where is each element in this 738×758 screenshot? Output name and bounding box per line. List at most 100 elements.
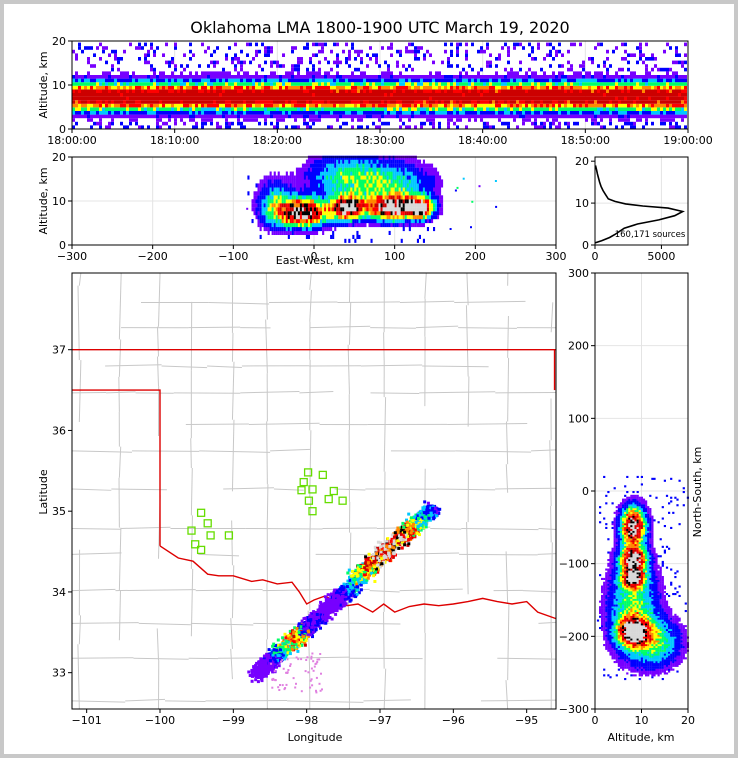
time-density-cell bbox=[216, 114, 219, 119]
time-density-cell bbox=[654, 64, 657, 68]
ew-density-cell bbox=[422, 167, 425, 172]
time-density-cell bbox=[324, 85, 327, 90]
time-density-cell bbox=[489, 82, 492, 86]
ew-density-cell bbox=[433, 199, 436, 204]
ew-density-cell bbox=[437, 215, 440, 220]
time-density-cell bbox=[648, 71, 651, 75]
time-density-cell bbox=[624, 111, 627, 115]
time-density-cell bbox=[666, 71, 669, 75]
time-density-cell bbox=[153, 75, 156, 79]
time-density-cell bbox=[138, 114, 141, 119]
time-density-cell bbox=[111, 111, 114, 115]
time-altitude-ylabel: Altitude, km bbox=[37, 51, 50, 118]
time-density-cell bbox=[543, 85, 546, 90]
time-density-cell bbox=[192, 96, 195, 101]
time-density-cell bbox=[537, 100, 540, 104]
time-density-cell bbox=[141, 96, 144, 101]
ew-density-cell bbox=[394, 207, 397, 212]
time-density-cell bbox=[504, 82, 507, 86]
time-density-cell bbox=[489, 75, 492, 79]
time-density-cell bbox=[264, 46, 267, 50]
time-density-cell bbox=[618, 103, 621, 108]
time-density-cell bbox=[276, 125, 279, 129]
ew-density-cell bbox=[431, 187, 434, 192]
time-density-cell bbox=[408, 75, 411, 79]
time-density-cell bbox=[519, 114, 522, 119]
time-density-cell bbox=[390, 75, 393, 79]
time-density-cell bbox=[318, 75, 321, 79]
ew-density-cell bbox=[394, 187, 397, 192]
time-density-cell bbox=[354, 82, 357, 86]
time-density-cell bbox=[474, 118, 477, 122]
ew-density-cell bbox=[360, 203, 363, 208]
time-density-cell bbox=[513, 103, 516, 108]
time-density-cell bbox=[210, 89, 213, 93]
ew-density-cell bbox=[414, 223, 417, 228]
time-density-cell bbox=[351, 100, 354, 104]
time-density-cell bbox=[318, 89, 321, 93]
time-density-cell bbox=[237, 71, 240, 75]
time-density-cell bbox=[351, 114, 354, 119]
time-density-cell bbox=[159, 103, 162, 108]
ew-density-cell bbox=[412, 195, 415, 200]
ew-density-cell bbox=[332, 179, 335, 184]
ew-density-cell bbox=[372, 167, 375, 172]
time-altitude-panel: 18:00:00 18:10:00 18:20:00 18:30:00 18:40:00… bbox=[37, 35, 713, 147]
time-density-cell bbox=[561, 75, 564, 79]
time-density-cell bbox=[159, 107, 162, 111]
ew-density-cell bbox=[376, 195, 379, 200]
time-density-cell bbox=[360, 93, 363, 97]
time-density-cell bbox=[411, 42, 414, 47]
time-density-cell bbox=[540, 107, 543, 111]
time-density-cell bbox=[552, 75, 555, 79]
ew-density-cell bbox=[348, 195, 351, 200]
ew-density-cell bbox=[416, 238, 419, 243]
ew-density-cell bbox=[305, 175, 308, 180]
time-density-cell bbox=[201, 111, 204, 115]
time-density-cell bbox=[675, 121, 678, 126]
time-density-cell bbox=[270, 100, 273, 104]
ew-density-cell bbox=[316, 187, 319, 192]
time-density-cell bbox=[336, 96, 339, 101]
time-density-cell bbox=[372, 121, 375, 126]
ew-density-cell bbox=[334, 167, 337, 172]
ew-density-cell bbox=[312, 163, 315, 168]
ew-density-cell bbox=[259, 234, 262, 239]
ew-density-cell bbox=[422, 223, 425, 228]
time-density-cell bbox=[678, 85, 681, 90]
time-density-cell bbox=[507, 46, 510, 50]
ew-density-cell bbox=[435, 191, 438, 196]
time-density-cell bbox=[375, 82, 378, 86]
ew-density-cell bbox=[352, 179, 355, 184]
time-density-cell bbox=[276, 64, 279, 68]
ew-density-cell bbox=[330, 159, 333, 164]
time-density-cell bbox=[432, 93, 435, 97]
time-density-cell bbox=[480, 75, 483, 79]
time-density-cell bbox=[372, 114, 375, 119]
time-density-cell bbox=[492, 114, 495, 119]
time-density-cell bbox=[108, 103, 111, 108]
ew-density-cell bbox=[388, 155, 391, 160]
ew-density-cell bbox=[408, 183, 411, 188]
hist-ytick-label: 20 bbox=[575, 155, 589, 168]
time-density-cell bbox=[210, 107, 213, 111]
time-density-cell bbox=[312, 53, 315, 57]
ew-density-cell bbox=[279, 179, 282, 184]
time-density-cell bbox=[264, 121, 267, 126]
county-line bbox=[138, 622, 191, 626]
ew-density-cell bbox=[364, 175, 367, 180]
time-density-cell bbox=[555, 111, 558, 115]
time-density-cell bbox=[627, 53, 630, 57]
time-density-cell bbox=[102, 78, 105, 83]
time-density-cell bbox=[180, 82, 183, 86]
county-line bbox=[266, 484, 269, 521]
time-density-cell bbox=[228, 103, 231, 108]
time-density-cell bbox=[336, 71, 339, 75]
time-density-cell bbox=[216, 111, 219, 115]
ew-density-cell bbox=[364, 183, 367, 188]
ew-density-cell bbox=[376, 211, 379, 216]
ew-density-cell bbox=[354, 238, 357, 243]
time-density-cell bbox=[429, 93, 432, 97]
ew-outlier-point bbox=[246, 207, 249, 210]
time-density-cell bbox=[423, 82, 426, 86]
